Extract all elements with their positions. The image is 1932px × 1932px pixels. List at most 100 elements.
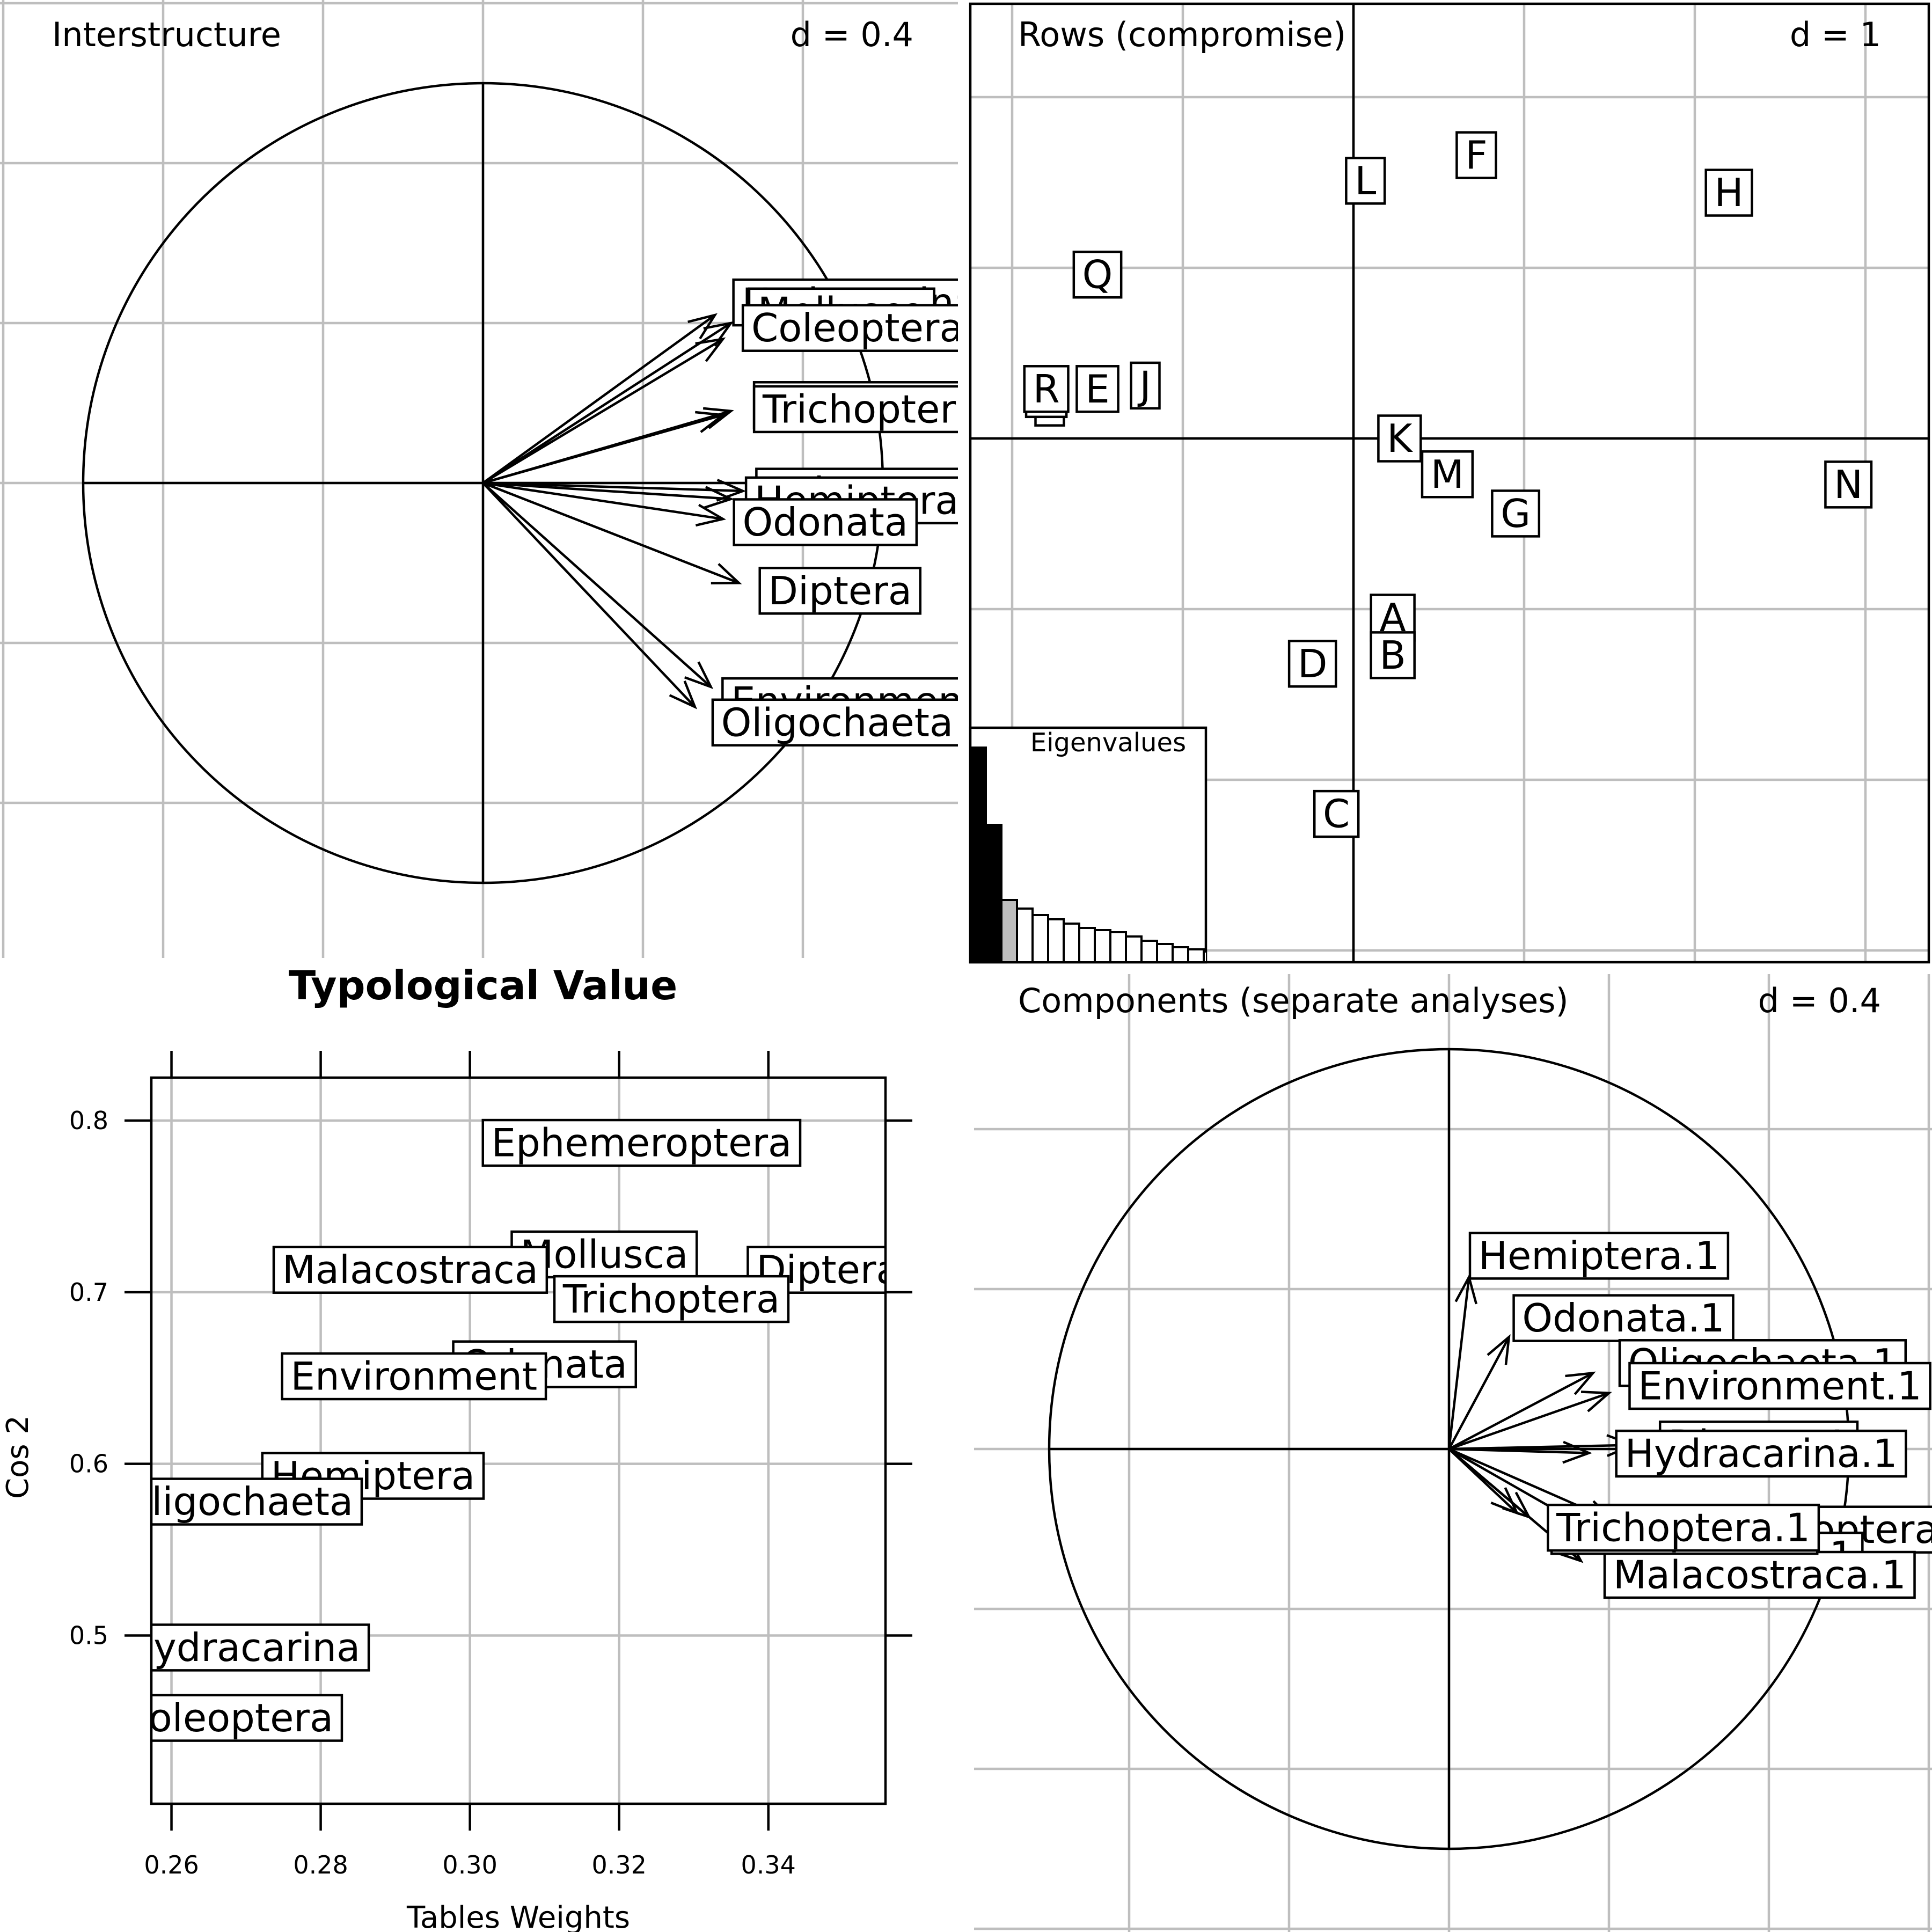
y-tick-label: 0.8 (69, 1106, 108, 1135)
interstructure-label-coleoptera-text: Coleoptera (751, 305, 963, 350)
interstructure-arrow-environment (483, 483, 711, 687)
rows-point-c: C (1314, 791, 1358, 837)
rows-point-b-text: B (1379, 633, 1406, 678)
rows-point-d-text: D (1298, 641, 1327, 686)
eigenvalue-bar-13 (1157, 944, 1173, 962)
x-tick-label: 0.32 (591, 1850, 646, 1879)
eigenvalue-bar-15 (1188, 949, 1204, 962)
typological-point-oligochaeta: Oligochaeta (113, 1479, 362, 1525)
typological-point-oligochaeta-text: Oligochaeta (121, 1479, 353, 1524)
typological-point-malacostraca: Malacostraca (274, 1247, 547, 1293)
eigenvalues-title: Eigenvalues (1030, 728, 1186, 758)
components-arrow-environment-1 (1449, 1392, 1609, 1449)
rows-point-b: B (1371, 632, 1415, 678)
rows-point-q-text: Q (1082, 252, 1113, 297)
components-label-environment-1-text: Environment.1 (1638, 1363, 1921, 1408)
typological-point-hydracarina: Hydracarina (116, 1624, 369, 1670)
eigenvalue-bar-14 (1173, 947, 1188, 962)
interstructure-arrow-coleoptera (483, 339, 723, 483)
eigenvalue-bar-10 (1110, 932, 1126, 962)
rows-point-r-text: R (1033, 367, 1060, 412)
interstructure-scale: d = 0.4 (791, 15, 913, 54)
rows-point-d: D (1289, 641, 1336, 686)
typological-point-ephemeroptera-text: Ephemeroptera (492, 1121, 792, 1166)
x-tick-label: 0.34 (741, 1850, 796, 1879)
x-tick-label: 0.28 (293, 1850, 348, 1879)
interstructure-title: Interstructure (52, 15, 281, 54)
interstructure-label-oligochaeta-text: Oligochaeta (721, 700, 953, 745)
components-label-hemiptera-1: Hemiptera.1 (1470, 1233, 1728, 1278)
rows-point-g-text: G (1501, 491, 1531, 536)
rows-point-e-text: E (1085, 367, 1110, 412)
eigenvalue-bar-7 (1064, 924, 1079, 962)
rows-point-r: R (1024, 366, 1069, 412)
components-label-hemiptera-1-text: Hemiptera.1 (1479, 1233, 1719, 1278)
components-label-trichoptera-1: Trichoptera.1 (1548, 1505, 1819, 1550)
components-title: Components (separate analyses) (1018, 981, 1569, 1020)
typological-title: Typological Value (289, 963, 678, 1009)
rows-point-j-text: J (1137, 363, 1151, 408)
y-tick-label: 0.6 (69, 1450, 108, 1479)
rows-point-g: G (1492, 491, 1539, 536)
typological-point-coleoptera: Coleoptera (113, 1695, 342, 1741)
components-scale: d = 0.4 (1758, 981, 1881, 1020)
typological-point-trichoptera: Trichoptera (554, 1276, 788, 1322)
components-label-odonata-1-text: Odonata.1 (1522, 1296, 1724, 1341)
rows-point-h-text: H (1715, 170, 1744, 215)
eigenvalue-bar-9 (1095, 930, 1110, 962)
typological-panel: Typological Value Ephemeroptera MolluscaM… (1, 963, 912, 1932)
components-label-odonata-1: Odonata.1 (1514, 1296, 1733, 1341)
typological-point-environment: Environment (282, 1353, 546, 1399)
typological-point-coleoptera-text: Coleoptera (121, 1695, 333, 1740)
interstructure-label-diptera: Diptera (760, 568, 920, 613)
eigenvalue-bar-1 (970, 748, 986, 962)
components-label-malacostraca-1-text: Malacostraca.1 (1613, 1552, 1906, 1597)
components-label-hydracarina-1: Hydracarina.1 (1616, 1431, 1906, 1476)
rows-point-q: Q (1074, 252, 1121, 297)
eigenvalue-bar-5 (1033, 915, 1048, 962)
rows-point-m: M (1422, 451, 1473, 497)
typological-point-trichoptera-text: Trichoptera (562, 1277, 780, 1322)
components-label-trichoptera-1-text: Trichoptera.1 (1556, 1505, 1810, 1550)
rows-scale: d = 1 (1790, 15, 1881, 54)
interstructure-label-oligochaeta: Oligochaeta (713, 700, 962, 745)
interstructure-label-diptera-text: Diptera (769, 568, 912, 613)
eigenvalue-bar-2 (986, 825, 1001, 962)
typological-xlabel: Tables Weights (406, 1900, 630, 1932)
x-tick-label: 0.30 (442, 1850, 497, 1879)
rows-point-h: H (1706, 170, 1752, 216)
interstructure-arrow-hydracarina (483, 315, 715, 483)
interstructure-label-trichoptera: Trichoptera (754, 386, 988, 432)
rows-point-l: L (1346, 158, 1385, 203)
rows-point-f: F (1457, 133, 1496, 178)
typological-point-hydracarina-text: Hydracarina (125, 1625, 360, 1670)
rows-point-e: E (1077, 366, 1118, 412)
interstructure-label-coleoptera: Coleoptera (743, 305, 971, 351)
rows-point-k-text: K (1387, 416, 1413, 461)
interstructure-label-odonata: Odonata (734, 500, 917, 545)
eigenvalue-bar-12 (1141, 941, 1157, 962)
typological-point-ephemeroptera: Ephemeroptera (483, 1120, 800, 1166)
interstructure-arrow-mollusca (483, 323, 731, 483)
typological-point-environment-text: Environment (290, 1354, 537, 1399)
rows-point-k: K (1378, 416, 1421, 462)
rows-point-n: N (1825, 462, 1871, 507)
rows-point-n-text: N (1834, 462, 1863, 507)
y-tick-label: 0.5 (69, 1621, 108, 1650)
interstructure-label-odonata-text: Odonata (742, 500, 908, 545)
components-label-malacostraca-1: Malacostraca.1 (1605, 1552, 1915, 1598)
interstructure-arrow-oligochaeta (483, 483, 695, 707)
rows-point-j: J (1131, 363, 1160, 408)
rows-point-c-text: C (1323, 792, 1350, 837)
eigenvalues-inset: Eigenvalues (970, 728, 1235, 962)
eigenvalue-bar-11 (1126, 936, 1141, 962)
y-tick-label: 0.7 (69, 1278, 108, 1307)
rows-title: Rows (compromise) (1018, 15, 1346, 54)
eigenvalue-bar-8 (1079, 928, 1095, 962)
rows-point-f-text: F (1465, 133, 1487, 178)
components-label-hydracarina-1-text: Hydracarina.1 (1625, 1431, 1898, 1476)
eigenvalue-bar-6 (1048, 919, 1064, 962)
x-tick-label: 0.26 (144, 1850, 199, 1879)
interstructure-label-trichoptera-text: Trichoptera (762, 386, 979, 431)
